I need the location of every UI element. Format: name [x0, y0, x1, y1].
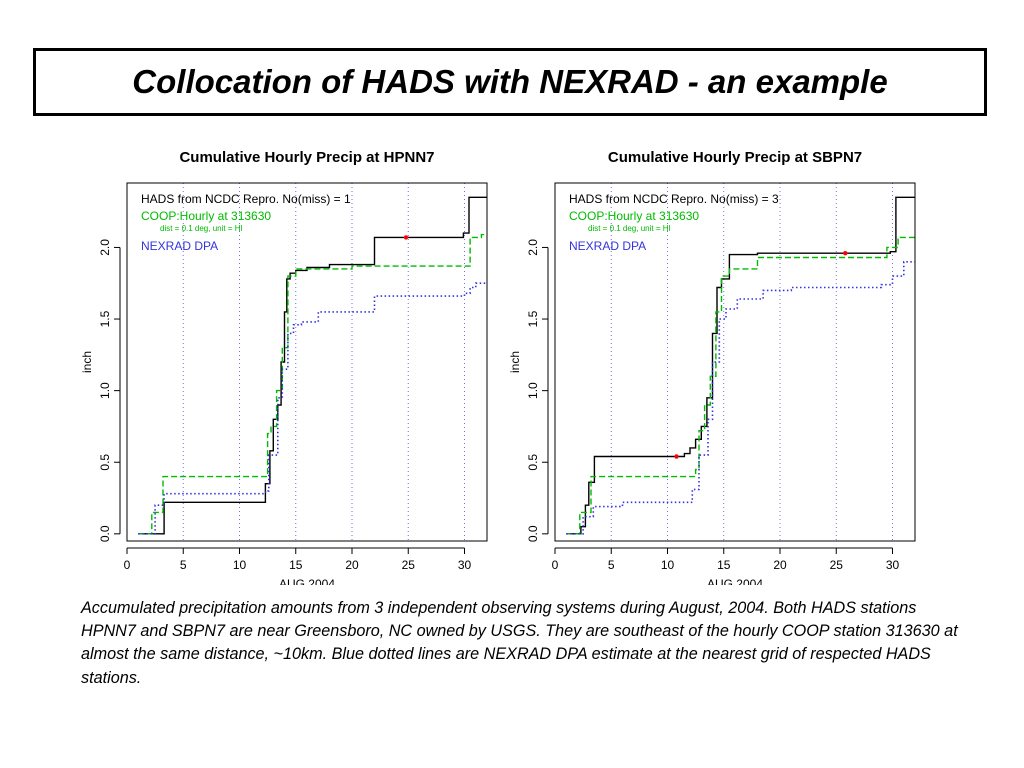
plot-frame: [126, 182, 488, 542]
y-tick-label: 0.0: [526, 525, 540, 542]
x-tick-label: 15: [717, 558, 731, 572]
chart-svg: Cumulative Hourly Precip at SBPN7 0 5 10 15 2…: [508, 149, 916, 585]
chart-sbpn7: Cumulative Hourly Precip at SBPN7 0 5 10 15 2…: [508, 140, 938, 585]
legend-nexrad: NEXRAD DPA: [141, 239, 218, 253]
chart-title: Cumulative Hourly Precip at HPNN7: [179, 149, 434, 166]
plot-frame: [554, 182, 916, 542]
missing-marker: [843, 250, 848, 256]
missing-marker: [403, 235, 409, 240]
y-tick-label: 1.0: [98, 382, 112, 399]
x-tick-label: 10: [661, 558, 675, 572]
series-line-nexrad: [138, 282, 487, 535]
y-tick-label: 0.5: [98, 454, 112, 471]
x-tick-label: 30: [886, 558, 900, 572]
y-tick-label: 2.0: [526, 239, 540, 256]
x-tick-label: 20: [345, 558, 359, 572]
y-tick-label: 2.0: [98, 239, 112, 256]
x-tick-label: 5: [608, 558, 615, 572]
series-line-coop: [138, 233, 487, 535]
slide-title-box: Collocation of HADS with NEXRAD - an exa…: [33, 48, 987, 116]
chart-title: Cumulative Hourly Precip at SBPN7: [608, 149, 862, 166]
series-line-hads: [138, 196, 487, 535]
slide-caption: Accumulated precipitation amounts from 3…: [81, 599, 958, 687]
x-tick-label: 10: [233, 558, 247, 572]
legend-coop-sub: dist = 0.1 deg, unit = HI: [588, 224, 671, 233]
x-tick-label: 25: [830, 558, 844, 572]
slide-title: Collocation of HADS with NEXRAD - an exa…: [132, 63, 888, 100]
x-tick-label: 30: [458, 558, 472, 572]
y-tick-label: 1.5: [526, 310, 540, 327]
x-axis-label: AUG 2004: [279, 577, 335, 585]
missing-marker: [674, 454, 679, 459]
series-line-nexrad: [566, 261, 915, 535]
legend-coop-sub: dist = 0.1 deg, unit = HI: [160, 224, 243, 233]
x-tick-label: 15: [289, 558, 303, 572]
y-tick-label: 1.0: [526, 382, 540, 399]
chart-svg: Cumulative Hourly Precip at HPNN7 0 5 10 15 2…: [80, 149, 488, 585]
x-tick-label: 0: [124, 558, 131, 572]
x-tick-label: 25: [402, 558, 416, 572]
y-tick-label: 0.5: [526, 454, 540, 471]
x-tick-label: 20: [773, 558, 787, 572]
legend-coop: COOP:Hourly at 313630: [141, 209, 271, 223]
y-tick-label: 1.5: [98, 310, 112, 327]
legend-coop: COOP:Hourly at 313630: [569, 209, 699, 223]
y-axis-label: inch: [508, 351, 522, 373]
legend-hads: HADS from NCDC Repro. No(miss) = 1: [141, 192, 351, 206]
x-tick-label: 0: [552, 558, 559, 572]
series-line-coop: [566, 236, 915, 535]
x-axis-label: AUG 2004: [707, 577, 763, 585]
legend-nexrad: NEXRAD DPA: [569, 239, 646, 253]
legend-hads: HADS from NCDC Repro. No(miss) = 3: [569, 192, 779, 206]
x-tick-label: 5: [180, 558, 187, 572]
chart-hpnn7: Cumulative Hourly Precip at HPNN7 0 5 10 15 2…: [80, 140, 510, 585]
y-tick-label: 0.0: [98, 525, 112, 542]
y-axis-label: inch: [80, 351, 94, 373]
